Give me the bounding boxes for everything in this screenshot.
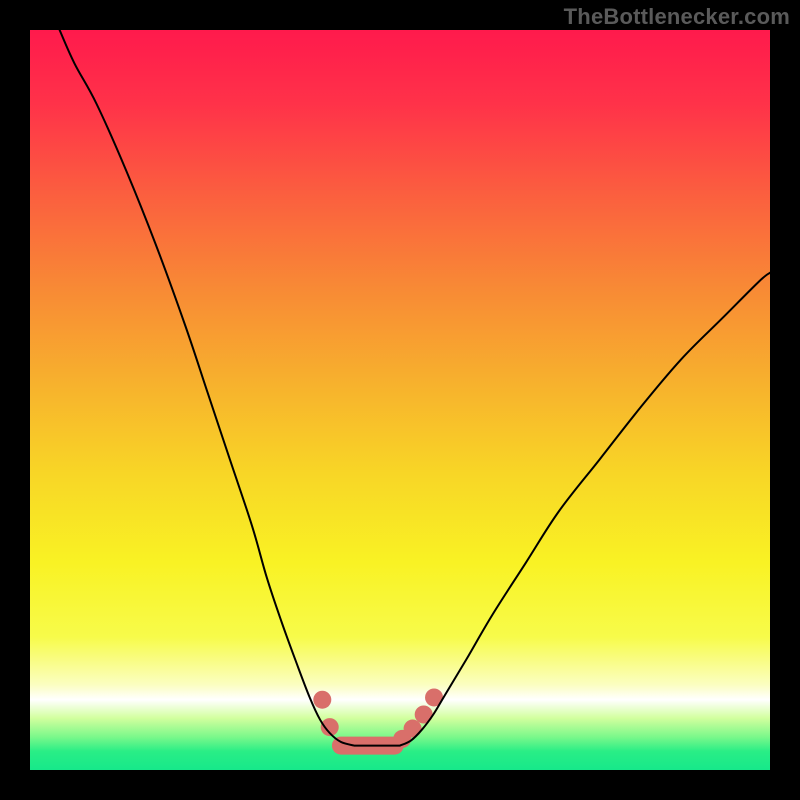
marker-dot (404, 720, 422, 738)
gradient-background (30, 30, 770, 770)
chart-frame: TheBottlenecker.com (0, 0, 800, 800)
bottleneck-curve-chart (30, 30, 770, 770)
marker-dot (313, 691, 331, 709)
watermark-text: TheBottlenecker.com (564, 4, 790, 30)
plot-area (30, 30, 770, 770)
